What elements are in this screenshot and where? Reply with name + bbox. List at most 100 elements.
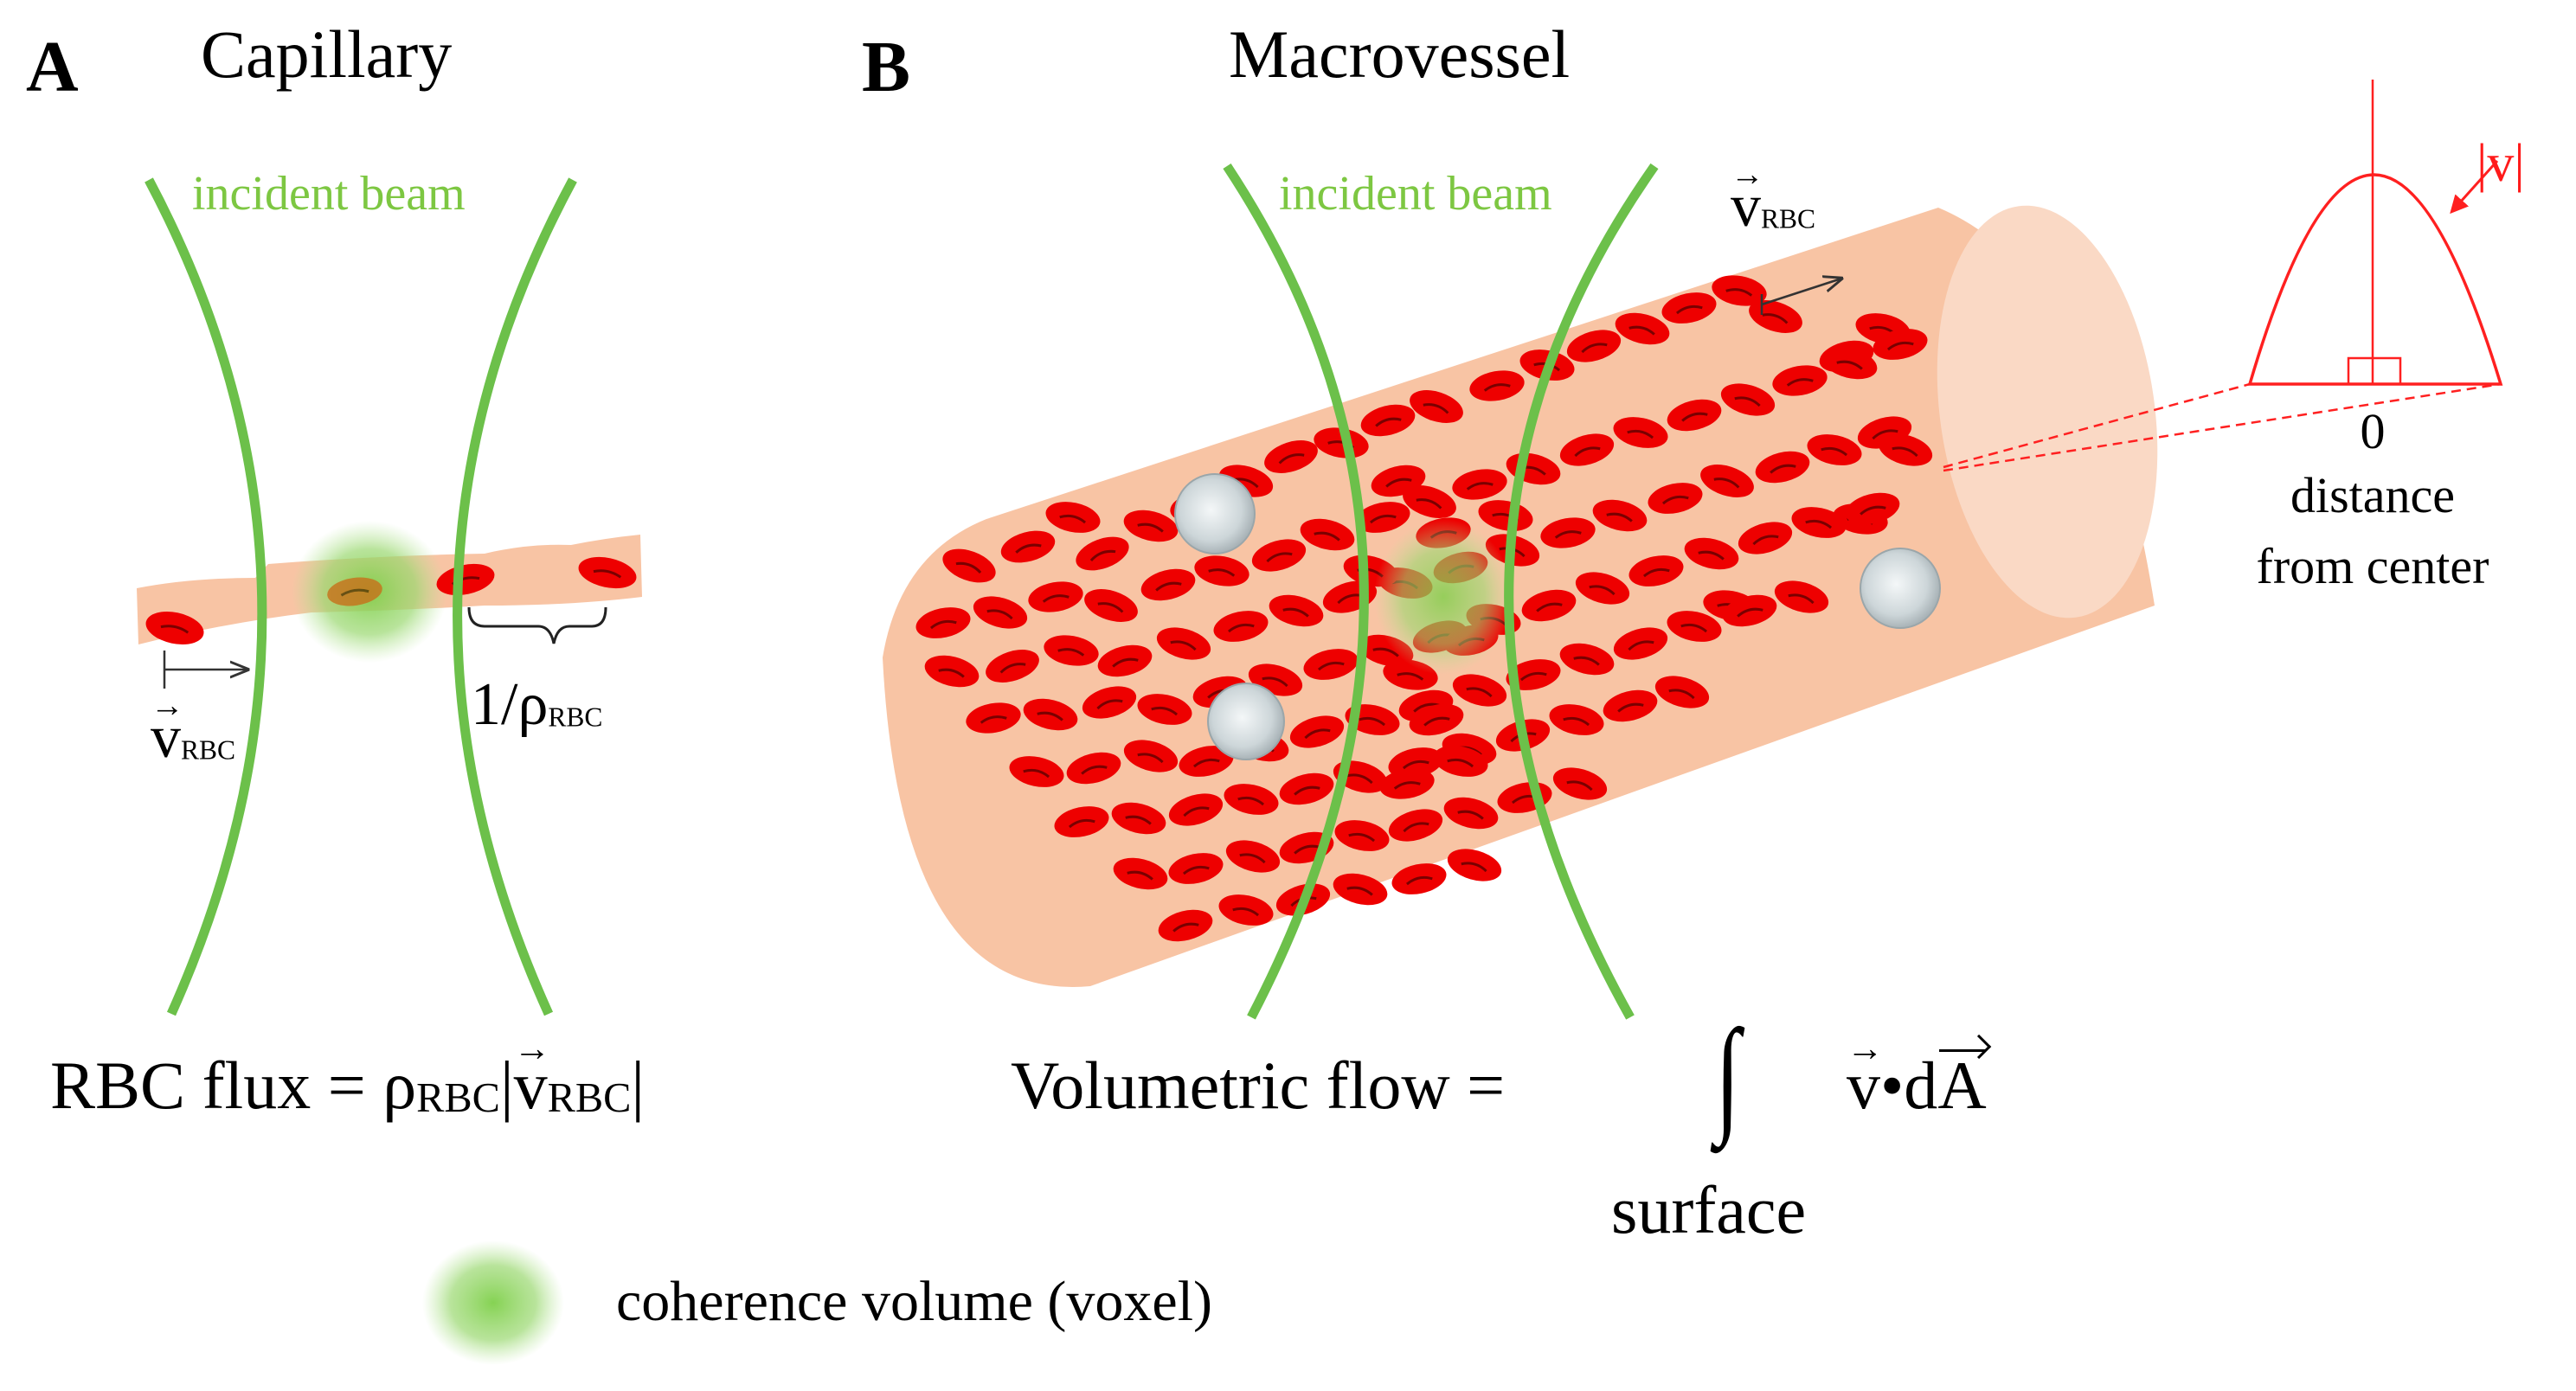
- profile-magnitude-label: |v|: [2476, 134, 2525, 193]
- panel-b-title: Macrovessel: [1229, 16, 1571, 92]
- rbc: [1158, 909, 1213, 942]
- rbc: [1082, 686, 1137, 719]
- integrand: v•dA: [1847, 1031, 1987, 1119]
- legend-voxel-swatch: [422, 1240, 564, 1365]
- rbc: [1279, 772, 1334, 805]
- rbc: [1648, 483, 1703, 514]
- rbc: [1023, 698, 1078, 731]
- rbc: [327, 577, 382, 606]
- rbc: [1592, 499, 1648, 532]
- macrovessel-rbcs: [915, 275, 1933, 942]
- profile-parabola: [2247, 173, 2503, 386]
- rbc: [1371, 465, 1426, 497]
- rbc: [1156, 627, 1211, 660]
- rbc: [1807, 434, 1862, 465]
- panel-b-beam-label: incident beam: [1279, 167, 1552, 221]
- macrovessel-panel: [883, 80, 2503, 1020]
- integral-symbol: ∫: [1715, 1003, 1740, 1147]
- rbc: [1360, 404, 1416, 437]
- rbc: [1333, 873, 1388, 906]
- rbc: [1549, 704, 1604, 735]
- capillary-rbcs: [145, 556, 637, 644]
- rbc: [1289, 715, 1345, 748]
- integrand-dot: •d: [1880, 1048, 1938, 1123]
- rbc: [1044, 635, 1099, 666]
- spacing-label-subscript: RBC: [548, 702, 603, 733]
- rbc: [578, 556, 637, 589]
- panel-a-beam-label: incident beam: [192, 167, 466, 221]
- profile-center-box: [2347, 356, 2402, 386]
- velocity-profile: [1943, 80, 2503, 472]
- rbc: [1720, 383, 1776, 416]
- capillary-beam-left: [145, 177, 267, 1016]
- rbc: [1066, 752, 1121, 785]
- rbc: [1845, 492, 1900, 525]
- rbc: [1613, 627, 1668, 660]
- rbc: [1391, 863, 1447, 894]
- rbc: [1712, 275, 1767, 306]
- macrovessel-beam-left: [1223, 163, 1369, 1020]
- rbc: [1722, 594, 1777, 627]
- profile-zero-label: 0: [2360, 403, 2386, 459]
- rbc: [924, 655, 980, 688]
- panel-b-velocity-subscript: RBC: [1761, 203, 1816, 234]
- rbc-flux-equation: RBC flux = ρRBC|vRBC|: [50, 1031, 645, 1121]
- panel-b-velocity-symbol: v: [1731, 158, 1761, 237]
- rbc: [1452, 674, 1507, 707]
- rbc: [1224, 784, 1279, 815]
- integrand-v: v: [1847, 1031, 1880, 1119]
- rbc: [1628, 555, 1684, 587]
- rbc: [1566, 330, 1622, 362]
- volumetric-flow-label: Volumetric flow =: [1011, 1048, 1506, 1123]
- rbc-flux-label: RBC flux =: [50, 1048, 383, 1123]
- rbc: [1873, 329, 1928, 360]
- rbc: [1225, 840, 1281, 873]
- panel-a-letter: A: [26, 27, 79, 107]
- rbc: [1661, 292, 1717, 324]
- rbc: [1194, 555, 1249, 587]
- rbc: [942, 548, 996, 583]
- rbc: [1409, 703, 1464, 736]
- rbc: [1506, 659, 1561, 690]
- rbc: [966, 702, 1021, 734]
- rbc: [1355, 502, 1410, 533]
- integral-limit: surface: [1611, 1172, 1807, 1247]
- spacing-label-main: 1/ρ: [471, 671, 549, 738]
- rbc: [1140, 568, 1196, 601]
- rbc: [1168, 793, 1224, 826]
- rbc: [1700, 465, 1754, 497]
- capillary-beam-right: [453, 177, 577, 1016]
- macrovessel-wbcs: [1174, 473, 1941, 760]
- rbc: [1667, 611, 1722, 642]
- spacing-bracket: [467, 606, 607, 644]
- panel-a-title: Capillary: [201, 16, 453, 92]
- rbc: [1123, 510, 1179, 542]
- rbc: [1137, 694, 1192, 725]
- rbc-flux-rho-subscript: RBC: [416, 1074, 500, 1121]
- rbc: [1613, 417, 1668, 448]
- rbc: [915, 607, 971, 638]
- spacing-label: 1/ρRBC: [471, 675, 602, 735]
- capillary-velocity-arrow: [163, 651, 247, 689]
- panel-b-letter: B: [862, 27, 911, 107]
- profile-guide-upper: [1943, 382, 2251, 469]
- rbc: [1009, 756, 1064, 787]
- rbc: [1111, 802, 1166, 835]
- profile-axis-label-line1: distance: [2290, 467, 2456, 523]
- rbc: [1179, 746, 1234, 777]
- rbc: [1452, 469, 1507, 500]
- panel-a-velocity-subscript: RBC: [181, 734, 236, 766]
- white-blood-cell: [1174, 473, 1256, 554]
- rbc: [145, 612, 204, 644]
- rbc: [1791, 507, 1847, 538]
- panel-a-velocity-label: vRBC: [151, 689, 236, 768]
- rbc: [1469, 370, 1525, 401]
- macrovessel-voxel: [1374, 519, 1513, 675]
- profile-label-arrow: [2450, 159, 2499, 215]
- rbc: [1054, 806, 1109, 837]
- rbc: [1552, 767, 1608, 800]
- macrovessel-beam-right: [1504, 163, 1659, 1020]
- rbc: [1857, 416, 1912, 449]
- rbc: [1615, 312, 1670, 345]
